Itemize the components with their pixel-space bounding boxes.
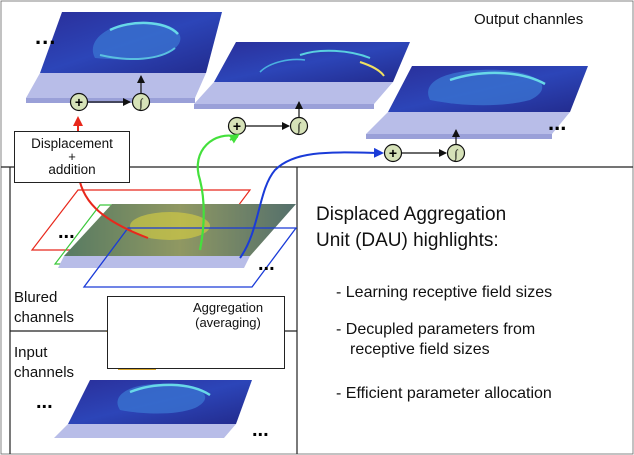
input-channels-label: Input channels bbox=[14, 344, 75, 381]
aggregation-label: Aggregation (averaging) bbox=[192, 300, 264, 330]
highlight-item-1: - Learning receptive field sizes bbox=[336, 284, 553, 301]
blur-ellipsis-1: ... bbox=[58, 221, 75, 243]
svg-text:+: + bbox=[389, 145, 397, 161]
input-ellipsis-1: ... bbox=[36, 391, 53, 413]
displacement-box: Displacement + addition bbox=[14, 131, 130, 183]
svg-text:+: + bbox=[233, 118, 241, 134]
output-map-2 bbox=[194, 42, 410, 109]
activation-node-3 bbox=[446, 143, 466, 163]
highlight-item-3: - Efficient parameter allocation bbox=[336, 385, 552, 402]
node-group-3: + ∫ bbox=[383, 129, 466, 163]
svg-text:∫: ∫ bbox=[453, 147, 458, 161]
output-ellipsis-1: ... bbox=[35, 24, 56, 49]
blur-ellipsis-2: ... bbox=[258, 253, 275, 275]
addition-label: addition bbox=[48, 162, 96, 177]
activation-node-1 bbox=[131, 92, 151, 112]
dau-title: Displaced Aggregation Unit (DAU) highlig… bbox=[316, 204, 507, 251]
input-ellipsis-2: ... bbox=[252, 419, 269, 441]
node-group-2: + ∫ bbox=[227, 101, 309, 136]
highlight-item-2: - Decupled parameters from receptive fie… bbox=[336, 321, 536, 358]
output-channels-label: Output channles bbox=[474, 11, 584, 28]
activation-node-2 bbox=[289, 116, 309, 136]
blur-plane-blue bbox=[82, 227, 298, 288]
blurred-channels-label: Blured channels bbox=[14, 289, 75, 326]
output-ellipsis-2: ... bbox=[548, 110, 566, 135]
blue-displacement-arrow bbox=[239, 147, 384, 259]
svg-text:+: + bbox=[75, 94, 83, 110]
svg-text:∫: ∫ bbox=[138, 96, 143, 110]
output-map-3 bbox=[366, 66, 588, 139]
sum-node-1 bbox=[69, 92, 89, 112]
displacement-label: Displacement bbox=[31, 136, 113, 151]
green-displacement-arrow bbox=[196, 134, 239, 251]
input-map bbox=[54, 380, 252, 438]
svg-text:∫: ∫ bbox=[296, 120, 301, 134]
green-arrowhead bbox=[228, 133, 240, 144]
output-map-1 bbox=[26, 12, 222, 103]
displacement-plus: + bbox=[68, 149, 76, 164]
blurred-channels-stack bbox=[30, 189, 298, 288]
sum-node-3 bbox=[383, 143, 403, 163]
aggregation-box: Aggregation (averaging) bbox=[107, 296, 285, 369]
node-group-1: + ∫ bbox=[69, 75, 151, 112]
